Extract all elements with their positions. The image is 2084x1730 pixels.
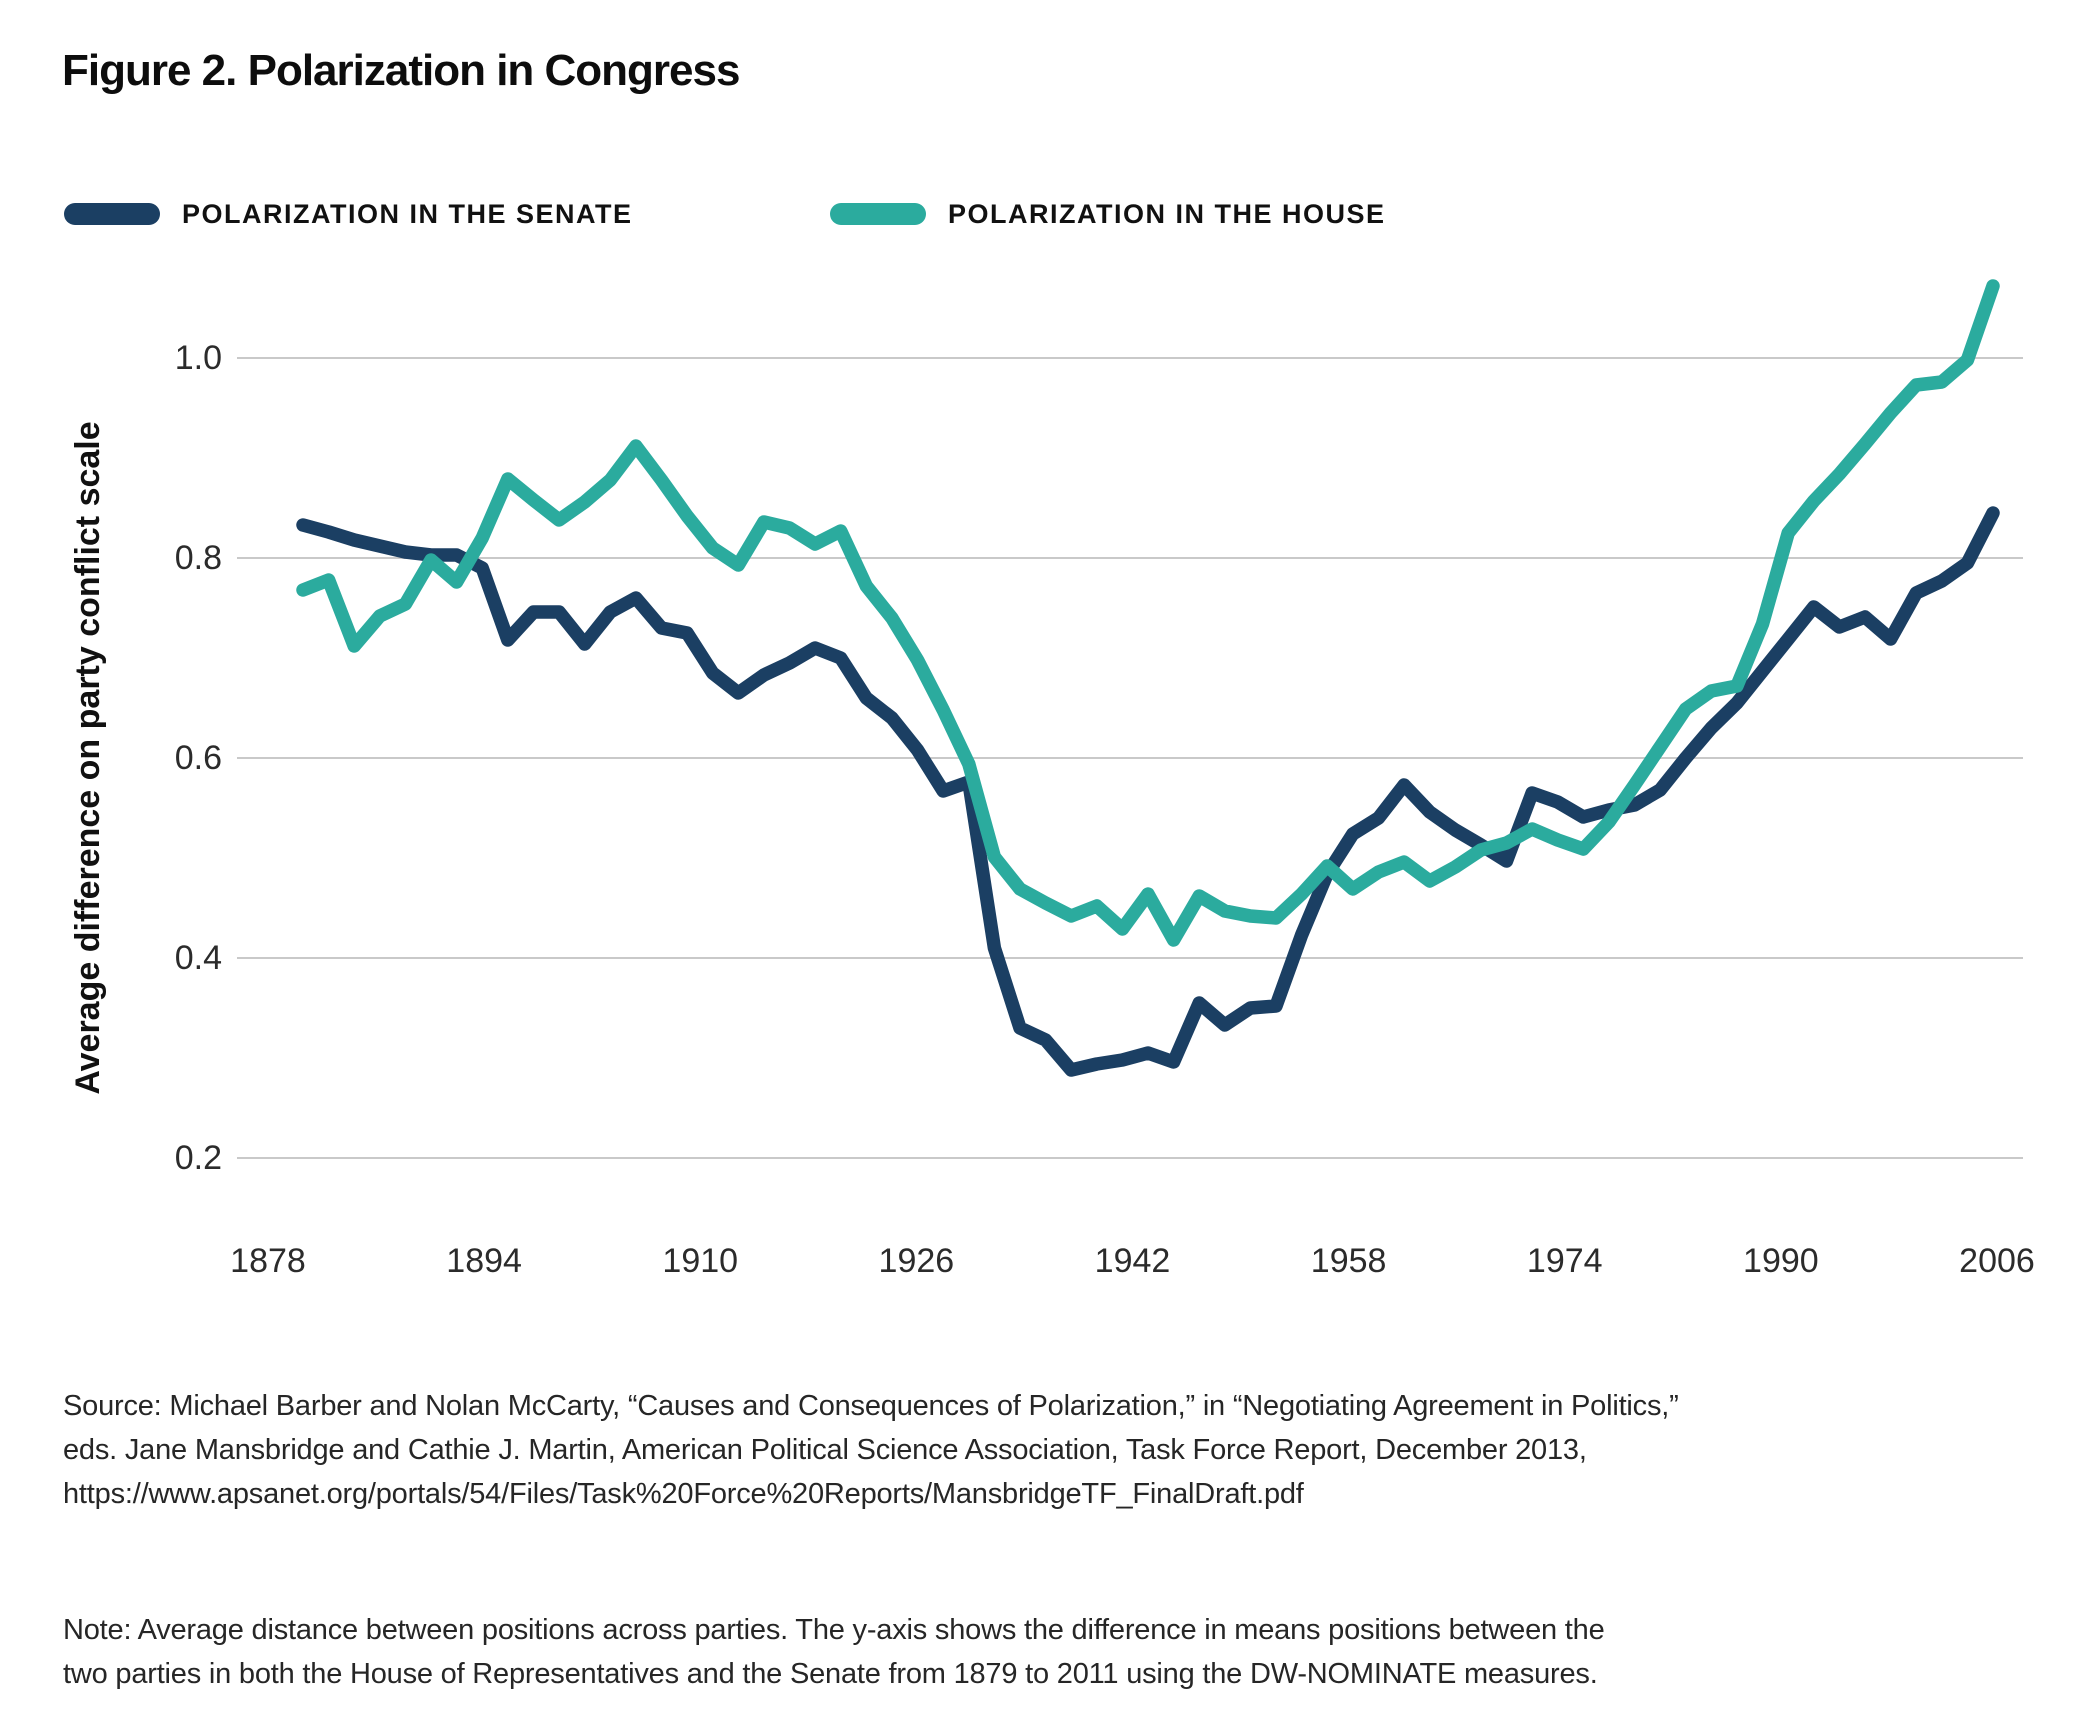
x-tick-label: 1958 — [1311, 1242, 1387, 1280]
y-tick-label: 0.4 — [175, 939, 222, 977]
y-axis-title: Average difference on party conflict sca… — [69, 421, 107, 1094]
x-tick-label: 1990 — [1743, 1242, 1819, 1280]
y-tick-label: 0.6 — [175, 739, 222, 777]
legend-label-senate: POLARIZATION IN THE SENATE — [182, 198, 633, 229]
x-tick-label: 1942 — [1095, 1242, 1171, 1280]
figure-title: Figure 2. Polarization in Congress — [62, 46, 740, 95]
senate-line-swatch — [64, 203, 160, 225]
legend-item-senate: POLARIZATION IN THE SENATE — [64, 198, 633, 230]
x-tick-label: 1894 — [446, 1242, 522, 1280]
x-tick-label: 2006 — [1959, 1242, 2035, 1280]
legend-item-house: POLARIZATION IN THE HOUSE — [830, 198, 1386, 230]
note-text: Note: Average distance between positions… — [63, 1614, 1605, 1690]
source-text: Source: Michael Barber and Nolan McCarty… — [63, 1390, 1679, 1510]
legend-label-house: POLARIZATION IN THE HOUSE — [948, 198, 1386, 229]
y-tick-label: 0.2 — [175, 1139, 222, 1177]
house-line-swatch — [830, 203, 926, 225]
y-tick-label: 1.0 — [175, 339, 222, 377]
house-line — [296, 279, 2000, 947]
x-tick-label: 1910 — [662, 1242, 738, 1280]
x-tick-label: 1878 — [230, 1242, 306, 1280]
x-tick-label: 1974 — [1527, 1242, 1603, 1280]
legend: POLARIZATION IN THE SENATE POLARIZATION … — [0, 198, 2084, 230]
senate-line — [296, 506, 2000, 1077]
y-tick-label: 0.8 — [175, 539, 222, 577]
x-tick-label: 1926 — [879, 1242, 955, 1280]
